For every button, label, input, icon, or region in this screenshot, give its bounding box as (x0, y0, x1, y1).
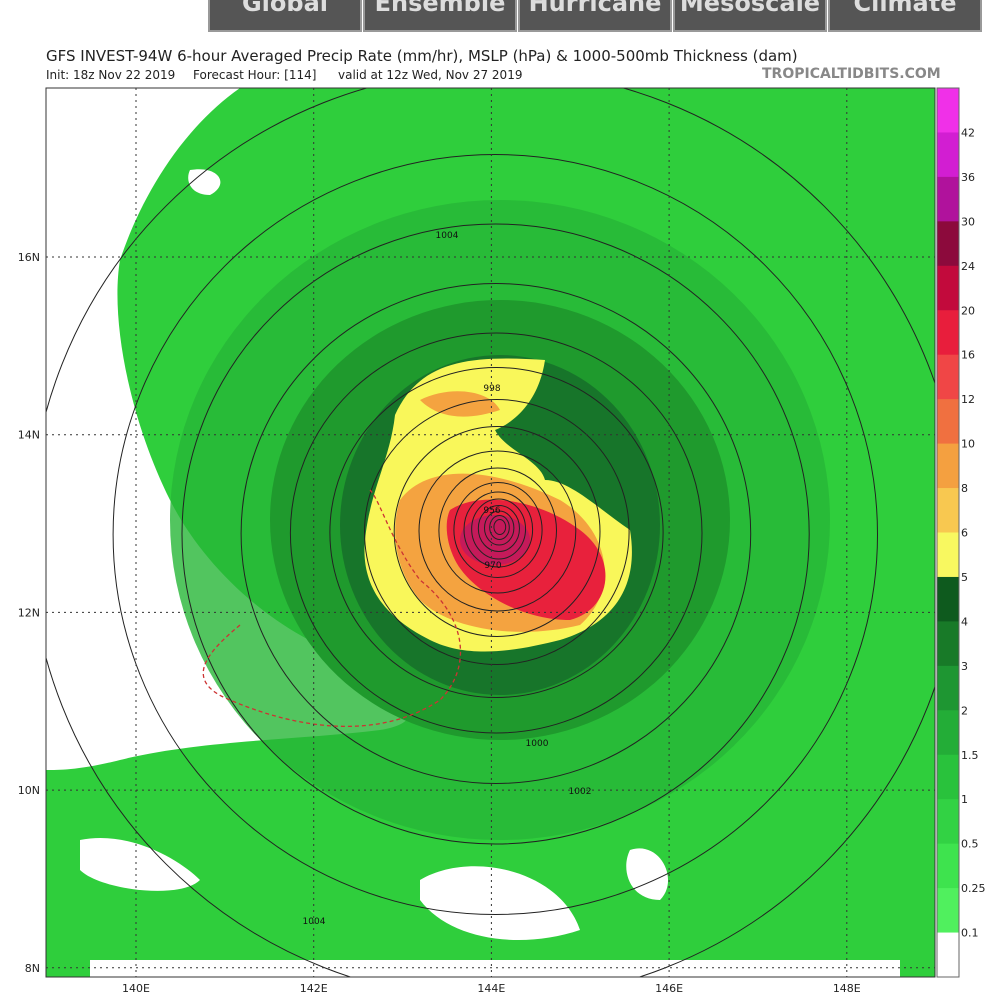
isobar (463, 491, 534, 568)
lon-label: 146E (655, 982, 683, 995)
precip-field (46, 88, 935, 977)
valid-time: valid at 12z Wed, Nov 27 2019 (338, 68, 523, 82)
isobar (329, 367, 664, 698)
lat-label: 12N (18, 606, 40, 619)
lat-label: 10N (18, 784, 40, 797)
lon-label: 142E (300, 982, 328, 995)
colorbar-swatch (937, 176, 959, 222)
lon-label: 144E (477, 982, 505, 995)
colorbar-swatch (937, 488, 959, 533)
colorbar-swatch (937, 265, 959, 311)
isobar-label: 998 (483, 384, 500, 394)
colorbar-label: 42 (961, 126, 975, 139)
isobars (46, 88, 935, 977)
colorbar-label: 2 (961, 704, 968, 717)
isobar (393, 426, 601, 637)
colorbar-label: 1.5 (961, 749, 979, 762)
nav-tab[interactable]: Ensemble (363, 0, 517, 32)
isobar (418, 450, 577, 612)
colorbar-label: 6 (961, 527, 968, 540)
isobar (489, 515, 510, 540)
colorbar-swatch (937, 354, 959, 400)
colorbar-label: 1 (961, 793, 968, 806)
colorbar-swatch (937, 621, 959, 667)
lat-label: 8N (25, 962, 40, 975)
isobar (453, 482, 543, 578)
isobar-label: 956 (483, 506, 500, 516)
colorbar-label: 8 (961, 482, 968, 495)
colorbar-swatch (937, 888, 959, 934)
colorbar-label: 0.25 (961, 882, 986, 895)
isobar (364, 399, 630, 665)
isobar-label: 1000 (526, 739, 549, 749)
isobar (181, 223, 810, 845)
colorbar-swatch (937, 532, 959, 578)
colorbar-frame (936, 87, 960, 978)
isobar (289, 332, 703, 734)
nav-tab[interactable]: Hurricane (518, 0, 672, 32)
nav-tab[interactable]: Climate (828, 0, 982, 32)
nav-tab[interactable]: Mesoscale (673, 0, 827, 32)
colorbar-swatch (937, 932, 959, 978)
lon-label: 140E (122, 982, 150, 995)
isobar-label: 1004 (436, 231, 459, 241)
colorbar: 42 36 30 24 20 16 12 10 8 6 5 4 3 2 1.5 1 0.5 0.25 0.1 (936, 87, 986, 978)
colorbar-label: 36 (961, 171, 975, 184)
colorbar-swatch (937, 132, 959, 178)
colorbar-swatch (937, 88, 959, 133)
colorbar-label: 5 (961, 571, 968, 584)
colorbar-label: 12 (961, 393, 975, 406)
colorbar-label: 3 (961, 660, 968, 673)
lat-label: 16N (18, 251, 40, 264)
isobar (471, 498, 527, 560)
isobar-label: 970 (484, 561, 501, 571)
colorbar-swatch (937, 399, 959, 445)
colorbar-swatch (937, 310, 959, 356)
isobar-label: 1002 (569, 787, 592, 797)
colorbar-label: 16 (961, 349, 975, 362)
map-title: GFS INVEST-94W 6-hour Averaged Precip Ra… (46, 47, 798, 65)
isobar (112, 154, 878, 915)
site-name: TROPICALTIDBITS.COM (762, 66, 941, 82)
colorbar-swatch (937, 799, 959, 845)
nav-tab[interactable]: Global (208, 0, 362, 32)
colorbar-label: 30 (961, 215, 975, 228)
isobar (438, 467, 558, 594)
isobar-label: 1004 (303, 917, 326, 927)
colorbar-swatch (937, 221, 959, 267)
isobar (493, 519, 507, 535)
colorbar-swatch (937, 754, 959, 800)
colorbar-label: 10 (961, 438, 975, 451)
colorbar-label: 0.5 (961, 838, 979, 851)
map-frame (45, 87, 936, 978)
lat-label: 14N (18, 429, 40, 442)
thickness-line (202, 489, 462, 727)
graticule (46, 88, 935, 977)
colorbar-label: 0.1 (961, 927, 979, 940)
colorbar-label: 24 (961, 260, 975, 273)
colorbar-swatch (937, 576, 959, 622)
colorbar-label: 4 (961, 615, 968, 628)
colorbar-swatch (937, 710, 959, 756)
colorbar-swatch (937, 665, 959, 711)
lon-label: 148E (833, 982, 861, 995)
colorbar-label: 20 (961, 304, 975, 317)
isobar (240, 283, 752, 784)
isobar (484, 510, 515, 546)
colorbar-swatch (937, 843, 959, 889)
colorbar-swatch (937, 443, 959, 489)
forecast-hour: Forecast Hour: [114] (193, 68, 317, 82)
init-time: Init: 18z Nov 22 2019 (46, 68, 176, 82)
isobar (477, 505, 520, 552)
